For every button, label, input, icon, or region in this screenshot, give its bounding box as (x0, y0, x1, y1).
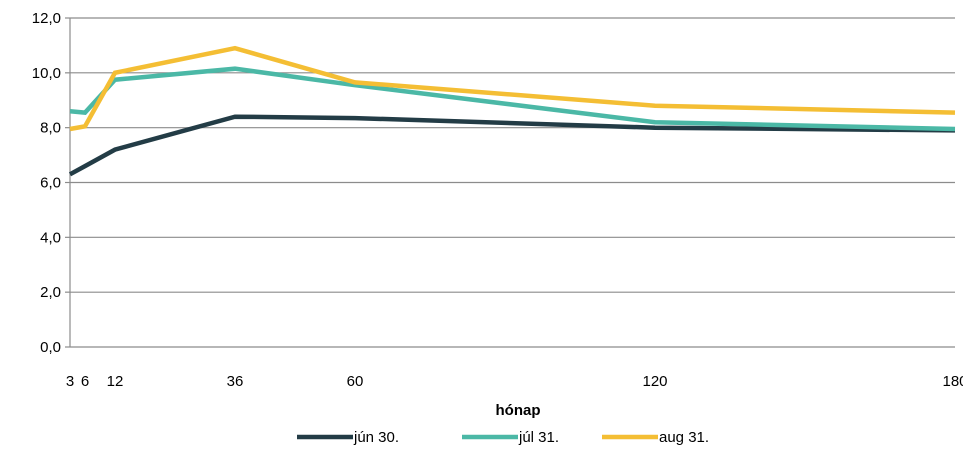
series-line (68, 114, 956, 177)
x-tick-label: 6 (81, 373, 89, 390)
x-tick-label: 12 (107, 373, 124, 390)
y-tick-label: 4,0 (40, 229, 61, 246)
series-line (69, 45, 956, 132)
x-tick-label: 180 (942, 373, 963, 390)
x-tick-label: 120 (642, 373, 667, 390)
x-tick-label: 60 (347, 373, 364, 390)
y-tick-label: 2,0 (40, 284, 61, 301)
legend: jún 30. júl 31. aug 31. (297, 429, 709, 446)
series-line (69, 66, 956, 132)
legend-label: júl 31. (518, 429, 559, 446)
y-axis: 0,0 2,0 4,0 6,0 8,0 10,0 12,0 (32, 10, 71, 356)
x-tick-label: 36 (227, 373, 244, 390)
x-axis-title: hónap (496, 402, 541, 419)
y-tick-label: 0,0 (40, 339, 61, 356)
gridlines (70, 17, 955, 348)
y-tick-label: 10,0 (32, 65, 61, 82)
y-tick-label: 12,0 (32, 10, 61, 27)
legend-label: aug 31. (659, 429, 709, 446)
legend-label: jún 30. (353, 429, 399, 446)
y-tick-label: 6,0 (40, 175, 61, 192)
x-axis: 36 12 36 60 120 180 (66, 373, 963, 390)
series-lines (68, 45, 956, 177)
x-tick-label: 3 (66, 373, 74, 390)
y-tick-label: 8,0 (40, 120, 61, 137)
